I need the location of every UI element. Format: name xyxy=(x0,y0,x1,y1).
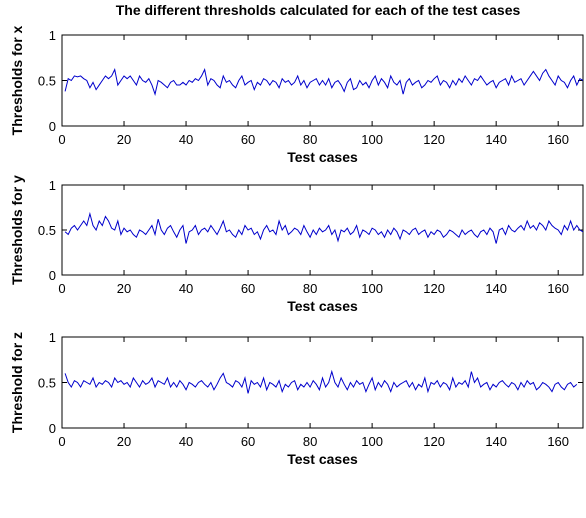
x-tick-label: 160 xyxy=(547,132,569,147)
x-tick-label: 80 xyxy=(303,281,317,296)
y-tick-label: 1 xyxy=(49,178,56,193)
x-tick-label: 160 xyxy=(547,281,569,296)
x-tick-label: 60 xyxy=(241,281,255,296)
series-line xyxy=(64,68,583,96)
y-tick-label: 0 xyxy=(49,119,56,134)
series-line xyxy=(64,369,578,394)
x-tick-label: 20 xyxy=(117,434,131,449)
x-tick-label: 120 xyxy=(423,281,445,296)
y-tick-label: 0 xyxy=(49,268,56,283)
x-tick-label: 140 xyxy=(485,281,507,296)
x-tick-label: 40 xyxy=(179,132,193,147)
subplot-2: 0 20 40 60 80 100 120 140 160 0 0.5 1 Test cases Thre… xyxy=(9,175,584,314)
x-tick-label: 80 xyxy=(303,434,317,449)
subplot-3: 0 20 40 60 80 100 120 140 160 0 0.5 1 Test cases Thre… xyxy=(9,330,584,467)
x-tick-label: 100 xyxy=(361,132,383,147)
x-tick-label: 20 xyxy=(117,132,131,147)
x-tick-label: 160 xyxy=(547,434,569,449)
y-axis-label: Thresholds for y xyxy=(9,175,25,285)
series-line xyxy=(64,211,583,244)
subplot-1: 0 20 40 60 80 100 120 140 160 0 0.5 1 Test cases Thre… xyxy=(9,25,584,165)
x-axis-label: Test cases xyxy=(287,451,358,467)
y-axis-label: Threshold for z xyxy=(9,332,25,433)
y-axis-label: Thresholds for x xyxy=(9,25,25,135)
x-tick-label: 140 xyxy=(485,132,507,147)
x-tick-label: 120 xyxy=(423,132,445,147)
x-tick-label: 140 xyxy=(485,434,507,449)
y-tick-label: 0.5 xyxy=(38,376,56,391)
x-tick-label: 100 xyxy=(361,434,383,449)
x-tick-label: 60 xyxy=(241,434,255,449)
x-tick-label: 0 xyxy=(58,434,65,449)
x-tick-label: 60 xyxy=(241,132,255,147)
y-tick-label: 1 xyxy=(49,330,56,345)
figure-title: The different thresholds calculated for … xyxy=(116,2,521,18)
y-tick-label: 0.5 xyxy=(38,223,56,238)
x-tick-label: 40 xyxy=(179,281,193,296)
y-tick-label: 0.5 xyxy=(38,74,56,89)
x-tick-label: 40 xyxy=(179,434,193,449)
x-tick-label: 100 xyxy=(361,281,383,296)
x-tick-label: 20 xyxy=(117,281,131,296)
x-axis-label: Test cases xyxy=(287,149,358,165)
x-tick-label: 0 xyxy=(58,281,65,296)
x-tick-label: 0 xyxy=(58,132,65,147)
x-axis-label: Test cases xyxy=(287,298,358,314)
x-tick-label: 80 xyxy=(303,132,317,147)
axes-box xyxy=(61,336,584,429)
x-tick-label: 120 xyxy=(423,434,445,449)
y-tick-label: 1 xyxy=(49,28,56,43)
y-tick-label: 0 xyxy=(49,421,56,436)
